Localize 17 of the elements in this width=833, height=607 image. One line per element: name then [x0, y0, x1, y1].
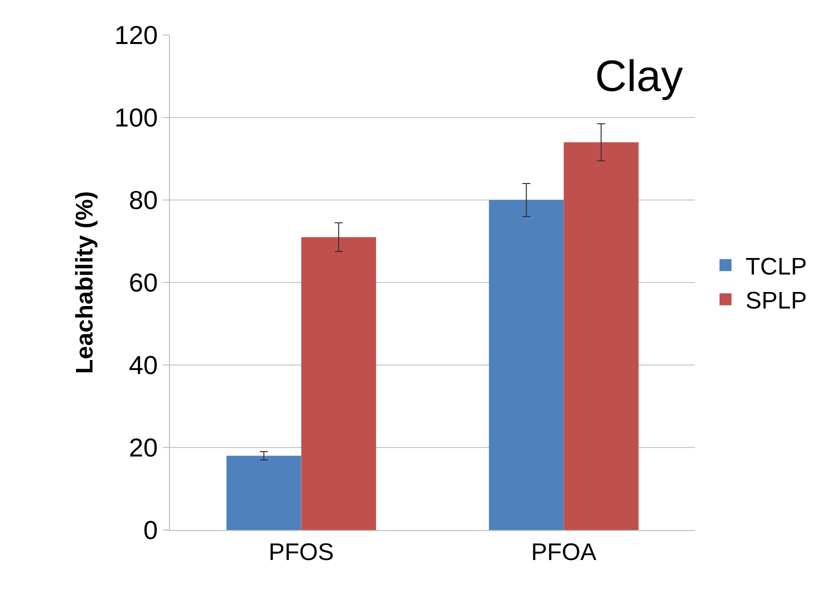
legend-label: TCLP [746, 253, 807, 280]
legend-label: SPLP [746, 288, 807, 315]
annotation: Clay [595, 52, 684, 101]
bar [488, 200, 564, 530]
y-tick-label: 0 [143, 515, 158, 546]
x-tick-label: PFOA [531, 538, 596, 566]
x-tick-label: PFOS [268, 538, 334, 566]
y-tick-label: 80 [128, 185, 158, 216]
y-tick-label: 60 [128, 268, 158, 298]
y-tick-label: 40 [128, 350, 158, 380]
y-tick-label: 100 [114, 102, 158, 133]
y-tick-label: 120 [114, 20, 158, 50]
bar [226, 456, 302, 530]
bar [301, 237, 376, 530]
y-tick-label: 20 [128, 432, 158, 463]
y-axis-title: Leachability (%) [72, 191, 99, 374]
bar [564, 142, 639, 530]
